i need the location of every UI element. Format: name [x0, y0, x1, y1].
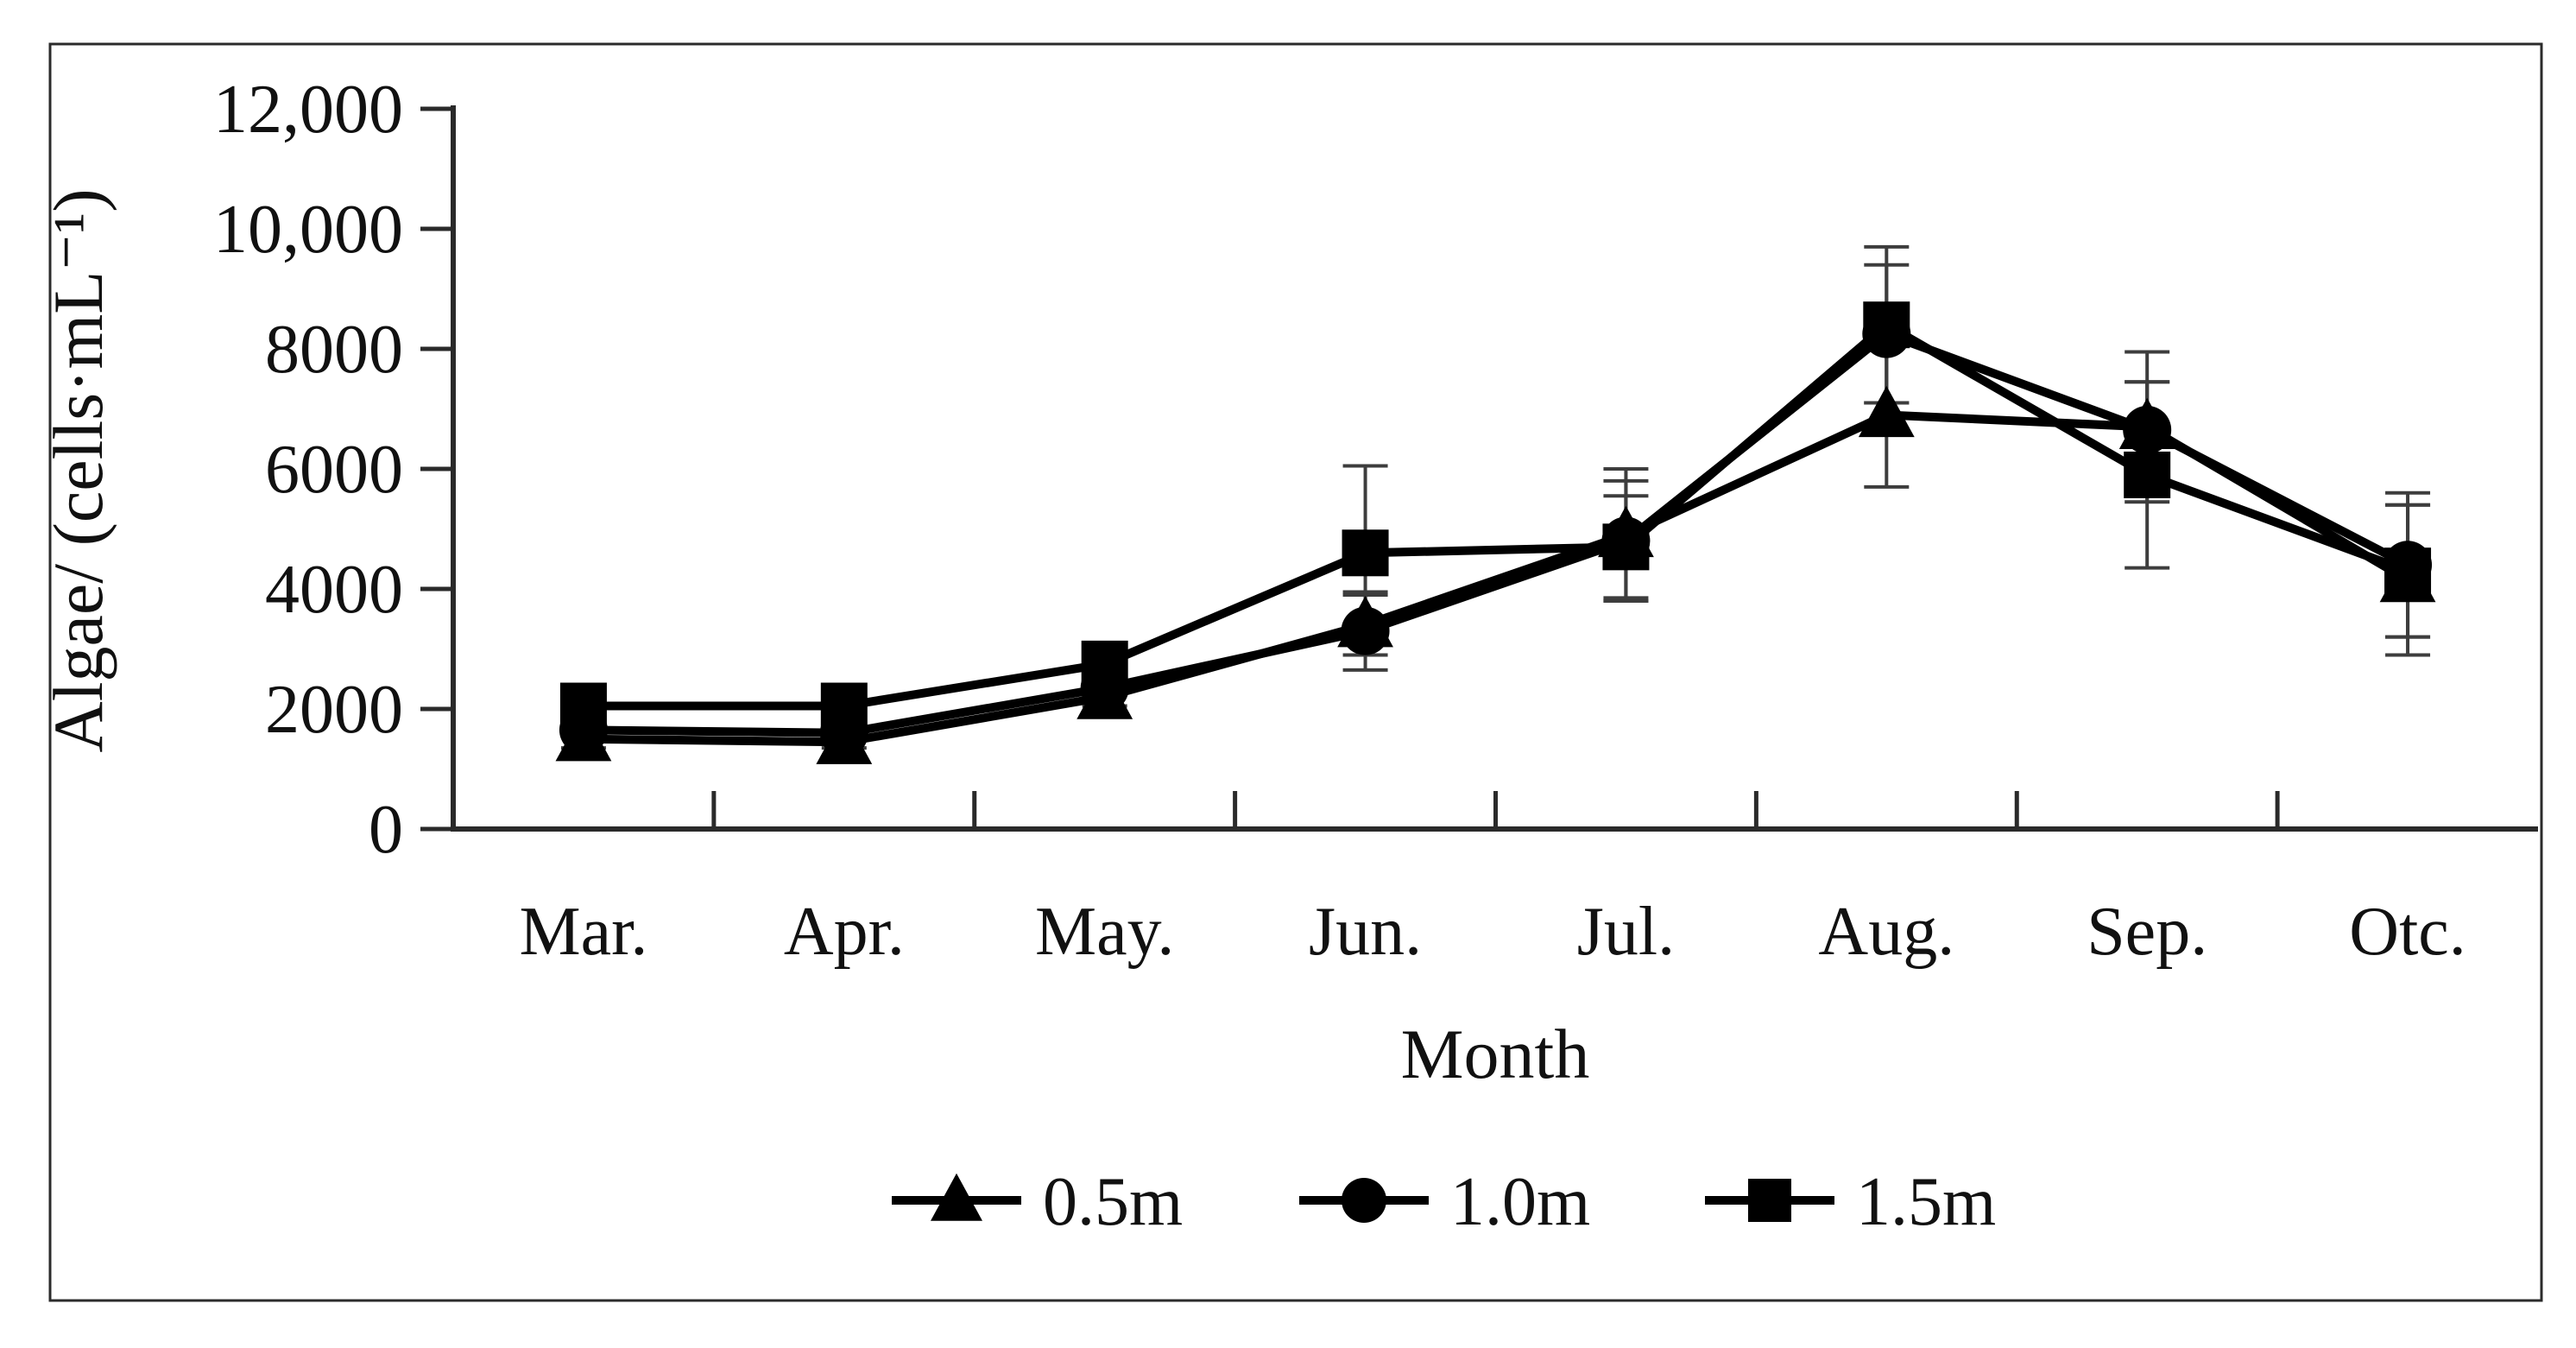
- y-tick-label: 6000: [265, 432, 403, 508]
- series-markers-layer: [555, 301, 2436, 764]
- legend: 0.5m 1.0m 1.5m: [892, 1164, 1996, 1240]
- x-tick-label: Sep.: [2087, 894, 2207, 970]
- circle-marker-icon: [1342, 1178, 1386, 1223]
- x-tick-label: Mar.: [520, 894, 648, 970]
- x-tick-label: May.: [1035, 894, 1174, 970]
- x-tick-label: Jul.: [1577, 894, 1675, 970]
- square-marker-icon: [1602, 523, 1650, 571]
- y-tick-label: 12,000: [213, 72, 403, 148]
- y-tick-label: 10,000: [213, 192, 403, 268]
- axes-layer: 0 2000 4000 6000 8000 10,000 12,000 Mar. Apr. May…: [213, 72, 2538, 970]
- legend-item-0.5m: 0.5m: [892, 1164, 1183, 1240]
- y-tick-label: 0: [369, 792, 403, 868]
- legend-label: 1.0m: [1450, 1164, 1590, 1240]
- legend-item-1.5m: 1.5m: [1705, 1164, 1996, 1240]
- square-marker-icon: [559, 682, 607, 730]
- series-lines-layer: [578, 320, 2413, 747]
- square-marker-icon: [2384, 547, 2432, 595]
- x-axis-title: Month: [1401, 1015, 1590, 1093]
- square-marker-icon: [1863, 301, 1910, 349]
- series-line-1.0m: [578, 329, 2413, 737]
- series-line-1.5m: [578, 320, 2413, 711]
- square-marker-icon: [1081, 640, 1128, 687]
- circle-marker-icon: [1341, 606, 1390, 655]
- legend-item-1.0m: 1.0m: [1299, 1164, 1590, 1240]
- y-tick-label: 4000: [265, 552, 403, 628]
- figure-border: [48, 42, 2543, 1302]
- x-tick-label: Jun.: [1309, 894, 1422, 970]
- square-marker-icon: [820, 682, 868, 730]
- y-axis-title: Algae/ (cells·mL⁻¹): [39, 189, 117, 753]
- circle-marker-icon: [2123, 405, 2172, 454]
- square-marker-icon: [1342, 529, 1389, 577]
- legend-label: 0.5m: [1043, 1164, 1183, 1240]
- y-tick-label: 8000: [265, 312, 403, 388]
- series-line-0.5m: [578, 410, 2413, 747]
- triangle-marker-icon: [1858, 385, 1915, 438]
- y-tick-label: 2000: [265, 672, 403, 748]
- square-marker-icon: [2124, 451, 2171, 498]
- x-tick-label: Aug.: [1818, 894, 1954, 970]
- legend-label: 1.5m: [1856, 1164, 1996, 1240]
- square-marker-icon: [1748, 1179, 1791, 1222]
- x-tick-label: Otc.: [2349, 894, 2466, 970]
- x-tick-label: Apr.: [784, 894, 905, 970]
- triangle-marker-icon: [931, 1173, 982, 1221]
